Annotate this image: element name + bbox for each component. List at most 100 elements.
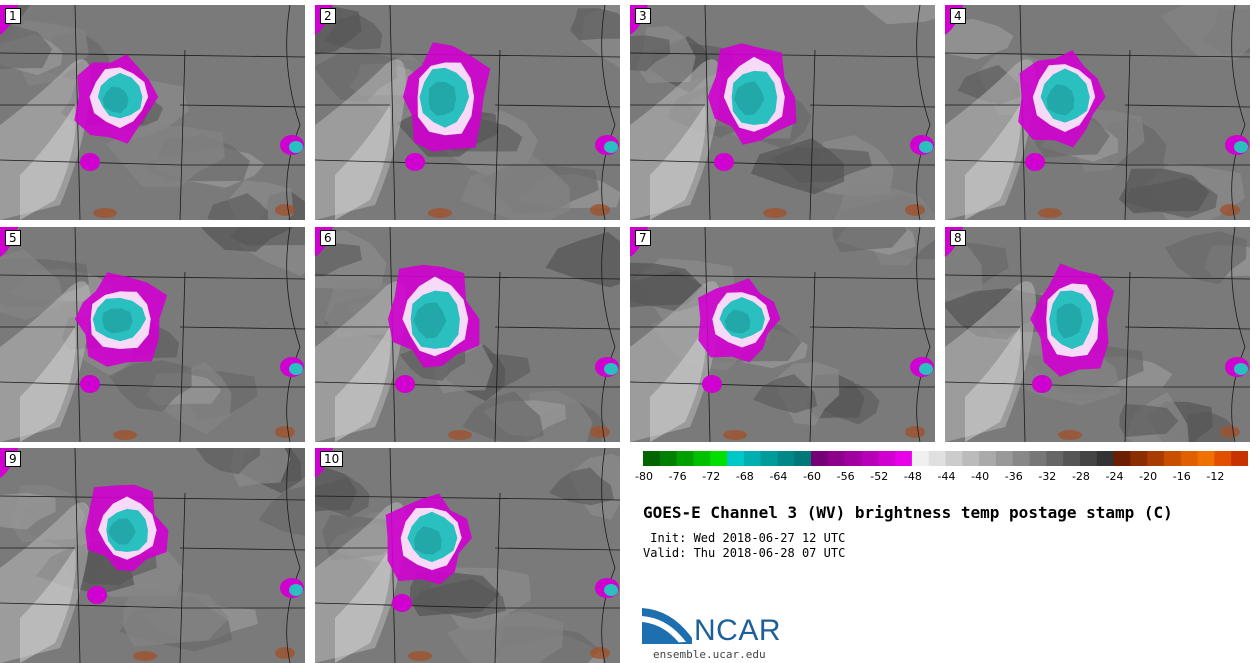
- stamp-number: 4: [950, 8, 966, 24]
- cloud-texture: [549, 467, 614, 506]
- colorbar-swatch: [693, 451, 711, 466]
- secondary-cell: [80, 375, 100, 393]
- warm-spot: [275, 204, 295, 216]
- state-boundary: [315, 159, 620, 166]
- stamp-number: 2: [320, 8, 336, 24]
- stamp-number: 7: [635, 230, 651, 246]
- state-boundary: [179, 547, 305, 551]
- state-boundary: [286, 5, 301, 220]
- state-boundary: [389, 5, 396, 220]
- warm-spot: [590, 204, 610, 216]
- colorbar-swatch: [794, 451, 812, 466]
- colorbar-swatch: [911, 451, 930, 466]
- moisture-band: [20, 105, 76, 220]
- colorbar-swatch: [1096, 451, 1115, 466]
- state-boundary: [1124, 271, 1131, 442]
- colorbar-tick-label: -68: [735, 470, 754, 483]
- cloud-texture: [569, 8, 620, 41]
- colorbar-swatch: [962, 451, 980, 466]
- colorbar-swatch: [1180, 451, 1199, 466]
- colorbar-swatch: [760, 451, 778, 466]
- colorbar-tick-label: -24: [1105, 470, 1124, 483]
- colorbar-tick-label: -60: [803, 470, 822, 483]
- colorbar-tick-label: -56: [836, 470, 855, 483]
- cloud-texture: [462, 391, 544, 442]
- colorbar-swatch: [643, 451, 661, 466]
- state-boundary: [0, 52, 305, 58]
- colorbar-swatch: [743, 451, 762, 466]
- colorbar-tick-label: -80: [635, 470, 653, 483]
- secondary-core: [289, 584, 303, 596]
- cloud-texture: [1160, 5, 1250, 61]
- colorbar-tick-label: -64: [769, 470, 788, 483]
- cloud-texture: [945, 18, 1014, 60]
- ncar-logo-text: NCAR: [694, 614, 782, 647]
- secondary-core: [1234, 363, 1248, 375]
- secondary-core: [1234, 141, 1248, 153]
- colorbar-swatch: [659, 451, 678, 466]
- state-boundary: [494, 547, 620, 551]
- colorbar-swatch: [1029, 451, 1047, 466]
- cloud-texture: [195, 448, 261, 475]
- ncar-url: ensemble.ucar.edu: [653, 648, 766, 661]
- colorbar-swatch: [1214, 451, 1232, 466]
- postage-stamp-map: 10: [315, 448, 620, 663]
- secondary-cell: [405, 153, 425, 171]
- colorbar: [643, 451, 1248, 466]
- state-boundary: [179, 271, 186, 442]
- cloud-texture: [106, 125, 225, 188]
- stamp-number: 5: [5, 230, 21, 246]
- colorbar-swatch: [1163, 451, 1182, 466]
- cloud-texture: [0, 492, 56, 530]
- cloud-texture: [862, 5, 935, 25]
- secondary-cell: [395, 375, 415, 393]
- postage-stamp-map: 1: [0, 5, 305, 220]
- state-boundary: [809, 326, 935, 330]
- secondary-core: [289, 141, 303, 153]
- convective-core-inner: [1046, 84, 1075, 116]
- state-boundary: [74, 448, 81, 663]
- cloud-texture: [258, 485, 305, 536]
- colorbar-swatch: [676, 451, 694, 466]
- valid-time: Valid: Thu 2018-06-28 07 UTC: [643, 546, 846, 560]
- stamp-number: 10: [320, 451, 344, 467]
- postage-stamp-map: 7: [630, 227, 935, 442]
- figure-title: GOES-E Channel 3 (WV) brightness temp po…: [643, 503, 1173, 522]
- warm-spot: [113, 430, 137, 440]
- stamp-number: 6: [320, 230, 336, 246]
- secondary-cell: [1032, 375, 1052, 393]
- state-boundary: [916, 227, 931, 442]
- colorbar-swatch: [1113, 451, 1131, 466]
- state-boundary: [1019, 227, 1026, 442]
- colorbar-swatch: [727, 451, 745, 466]
- convective-core-inner: [108, 518, 136, 545]
- state-boundary: [286, 448, 301, 663]
- secondary-core: [919, 141, 933, 153]
- warm-spot: [93, 208, 117, 218]
- state-boundary: [494, 104, 620, 108]
- secondary-core: [604, 363, 618, 375]
- colorbar-swatch: [1079, 451, 1098, 466]
- convective-core-inner: [724, 309, 751, 334]
- state-boundary: [1124, 49, 1131, 220]
- secondary-cell: [1025, 153, 1045, 171]
- warm-spot: [1220, 204, 1240, 216]
- colorbar-tick-label: -40: [971, 470, 990, 483]
- colorbar-swatch: [811, 451, 829, 466]
- state-boundary: [494, 326, 620, 330]
- stamp-number: 1: [5, 8, 21, 24]
- state-boundary: [601, 227, 616, 442]
- warm-spot: [1220, 426, 1240, 438]
- stamp-number: 9: [5, 451, 21, 467]
- secondary-core: [604, 141, 618, 153]
- state-boundary: [630, 274, 935, 280]
- colorbar-swatch: [827, 451, 846, 466]
- state-boundary: [74, 227, 81, 442]
- state-boundary: [1124, 104, 1250, 108]
- convective-core-inner: [1056, 303, 1083, 339]
- state-boundary: [179, 326, 305, 330]
- cloud-texture: [832, 227, 908, 253]
- colorbar-swatch: [979, 451, 997, 466]
- colorbar-tick-label: -36: [1004, 470, 1023, 483]
- colorbar-swatch: [1231, 451, 1248, 466]
